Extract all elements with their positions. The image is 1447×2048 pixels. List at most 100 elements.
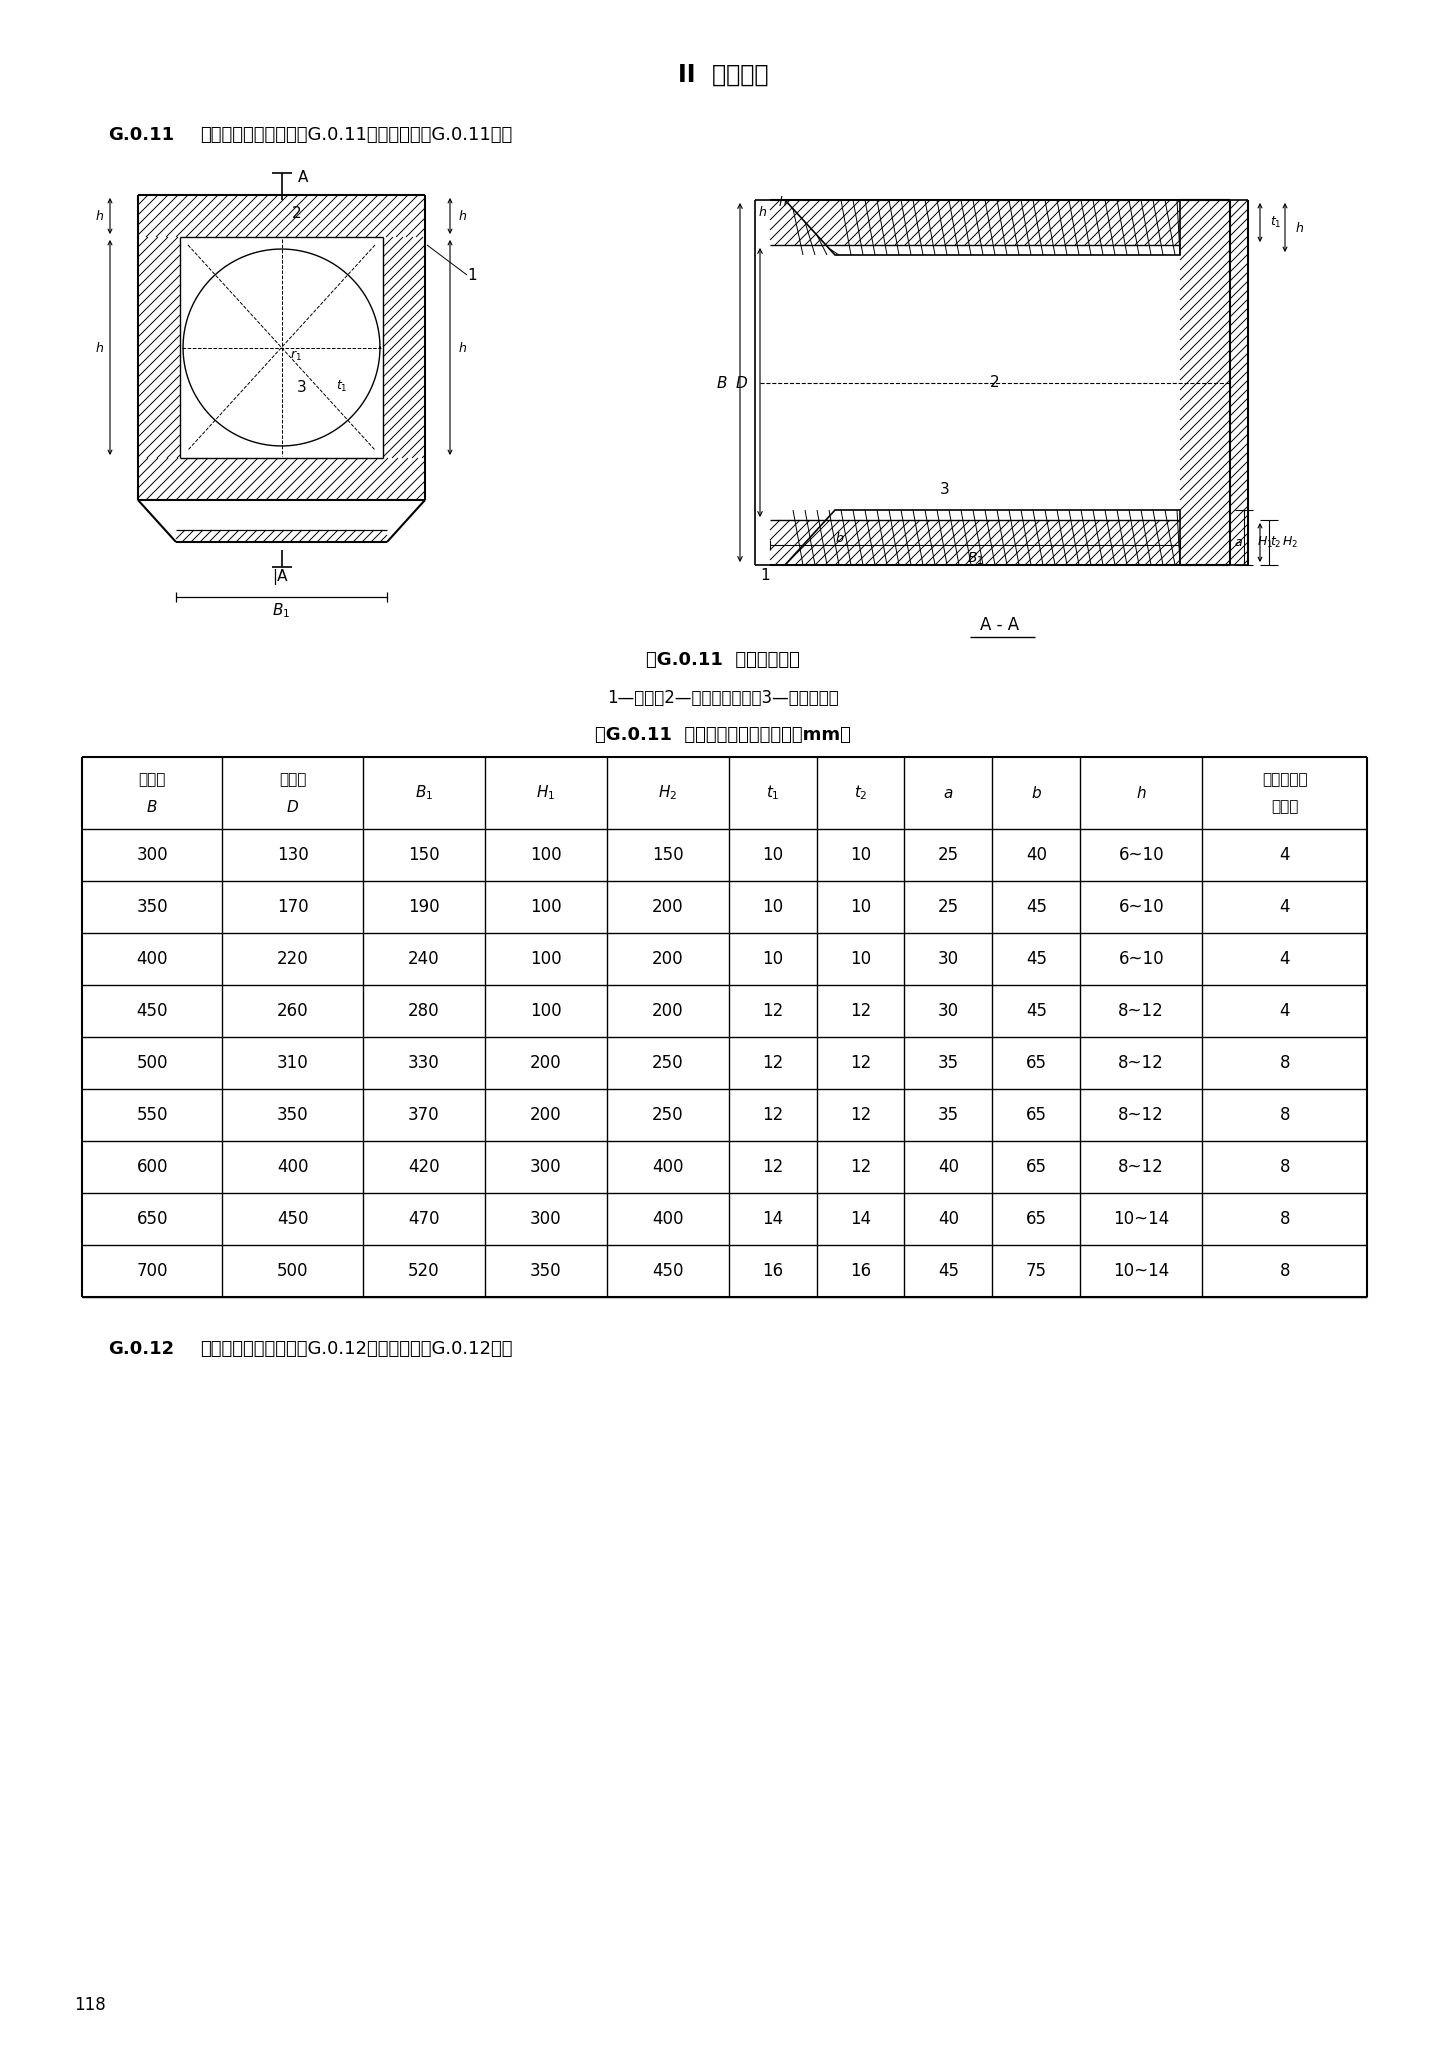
Text: |A: |A: [272, 569, 288, 586]
Text: 150: 150: [653, 846, 683, 864]
Text: 4: 4: [1279, 1001, 1289, 1020]
Text: 65: 65: [1026, 1055, 1046, 1071]
Text: $h$: $h$: [96, 209, 104, 223]
Text: $h$: $h$: [96, 340, 104, 354]
Text: 350: 350: [136, 897, 168, 915]
Text: 75: 75: [1026, 1262, 1046, 1280]
Text: 10~14: 10~14: [1113, 1210, 1169, 1229]
Text: 10: 10: [763, 897, 783, 915]
Text: 10: 10: [763, 950, 783, 969]
Text: $B_1$: $B_1$: [415, 784, 433, 803]
Text: $h$: $h$: [1295, 221, 1304, 236]
Text: 170: 170: [276, 897, 308, 915]
Text: II  空心方桩: II 空心方桩: [677, 63, 768, 86]
Polygon shape: [786, 201, 1179, 256]
Text: 12: 12: [763, 1157, 783, 1176]
Text: 10: 10: [849, 846, 871, 864]
Text: 4: 4: [1279, 897, 1289, 915]
Text: 12: 12: [763, 1055, 783, 1071]
Text: 550: 550: [136, 1106, 168, 1124]
Text: 250: 250: [653, 1055, 683, 1071]
Text: 118: 118: [74, 1997, 106, 2013]
Text: 310: 310: [276, 1055, 308, 1071]
Text: 14: 14: [763, 1210, 783, 1229]
Text: 200: 200: [530, 1055, 561, 1071]
Text: 3: 3: [941, 483, 949, 498]
Text: 10: 10: [763, 846, 783, 864]
Text: $b$: $b$: [835, 530, 845, 545]
Text: 十字型钉桩尖构造（图G.0.12）及尺寸（表G.0.12）：: 十字型钉桩尖构造（图G.0.12）及尺寸（表G.0.12）：: [200, 1339, 512, 1358]
Text: 12: 12: [849, 1055, 871, 1071]
Text: 25: 25: [938, 897, 959, 915]
Text: 图G.0.11  开口型钉桩尖: 图G.0.11 开口型钉桩尖: [645, 651, 800, 670]
Text: 8~12: 8~12: [1119, 1055, 1165, 1071]
Text: 8~12: 8~12: [1119, 1157, 1165, 1176]
Text: 450: 450: [276, 1210, 308, 1229]
Text: $B_1$: $B_1$: [272, 602, 291, 621]
Text: 100: 100: [530, 950, 561, 969]
Text: 1—端板；2—梯形导向钉板；3—方形钉板筒: 1—端板；2—梯形导向钉板；3—方形钉板筒: [608, 688, 839, 707]
Text: 6~10: 6~10: [1119, 950, 1163, 969]
Text: 420: 420: [408, 1157, 440, 1176]
Text: 45: 45: [938, 1262, 959, 1280]
Text: G.0.11: G.0.11: [109, 127, 174, 143]
Text: $H_2$: $H_2$: [1282, 535, 1298, 551]
Text: 400: 400: [276, 1157, 308, 1176]
Text: 330: 330: [408, 1055, 440, 1071]
Text: 450: 450: [653, 1262, 683, 1280]
Text: 35: 35: [938, 1106, 959, 1124]
Text: 45: 45: [1026, 1001, 1046, 1020]
Text: 25: 25: [938, 846, 959, 864]
Text: 40: 40: [938, 1210, 959, 1229]
Text: 350: 350: [276, 1106, 308, 1124]
Text: A: A: [298, 170, 308, 184]
Text: 250: 250: [653, 1106, 683, 1124]
Text: $t_2$: $t_2$: [854, 784, 867, 803]
Text: 8: 8: [1279, 1106, 1289, 1124]
Text: 10: 10: [849, 950, 871, 969]
Text: 40: 40: [1026, 846, 1046, 864]
Text: $h$: $h$: [778, 195, 787, 209]
Text: $h$: $h$: [1136, 784, 1146, 801]
Text: $r_1$: $r_1$: [289, 348, 301, 362]
Text: 40: 40: [938, 1157, 959, 1176]
Text: 16: 16: [849, 1262, 871, 1280]
Text: $H_1$: $H_1$: [537, 784, 556, 803]
Text: $a$: $a$: [1234, 537, 1243, 549]
Text: $h$: $h$: [758, 205, 767, 219]
Text: 10: 10: [849, 897, 871, 915]
Text: 370: 370: [408, 1106, 440, 1124]
Text: 4: 4: [1279, 950, 1289, 969]
Text: 3: 3: [297, 381, 307, 395]
Text: 6~10: 6~10: [1119, 897, 1163, 915]
Text: 16: 16: [763, 1262, 783, 1280]
Text: 12: 12: [763, 1001, 783, 1020]
Text: 8~12: 8~12: [1119, 1001, 1165, 1020]
Text: 200: 200: [653, 897, 683, 915]
Text: 470: 470: [408, 1210, 440, 1229]
Text: 200: 200: [530, 1106, 561, 1124]
Text: 400: 400: [653, 1210, 683, 1229]
Text: 200: 200: [653, 950, 683, 969]
Text: 12: 12: [763, 1106, 783, 1124]
Text: 10~14: 10~14: [1113, 1262, 1169, 1280]
Text: 400: 400: [653, 1157, 683, 1176]
Text: 开口型钉桩尖构造（图G.0.11）及尺寸（表G.0.11）：: 开口型钉桩尖构造（图G.0.11）及尺寸（表G.0.11）：: [200, 127, 512, 143]
Text: 650: 650: [136, 1210, 168, 1229]
Text: 400: 400: [136, 950, 168, 969]
Text: 240: 240: [408, 950, 440, 969]
Text: $D$: $D$: [735, 375, 748, 391]
Text: 600: 600: [136, 1157, 168, 1176]
Text: 12: 12: [849, 1157, 871, 1176]
Text: 8: 8: [1279, 1157, 1289, 1176]
Text: 表G.0.11  开口型钉桩尖构造尺寸（mm）: 表G.0.11 开口型钉桩尖构造尺寸（mm）: [595, 725, 851, 743]
Text: 500: 500: [276, 1262, 308, 1280]
Text: 500: 500: [136, 1055, 168, 1071]
Text: 35: 35: [938, 1055, 959, 1071]
Text: 300: 300: [136, 846, 168, 864]
Text: 65: 65: [1026, 1106, 1046, 1124]
Text: 导向板数量: 导向板数量: [1262, 772, 1308, 788]
Text: $t_1$: $t_1$: [1270, 215, 1282, 229]
Text: 190: 190: [408, 897, 440, 915]
Text: 200: 200: [653, 1001, 683, 1020]
